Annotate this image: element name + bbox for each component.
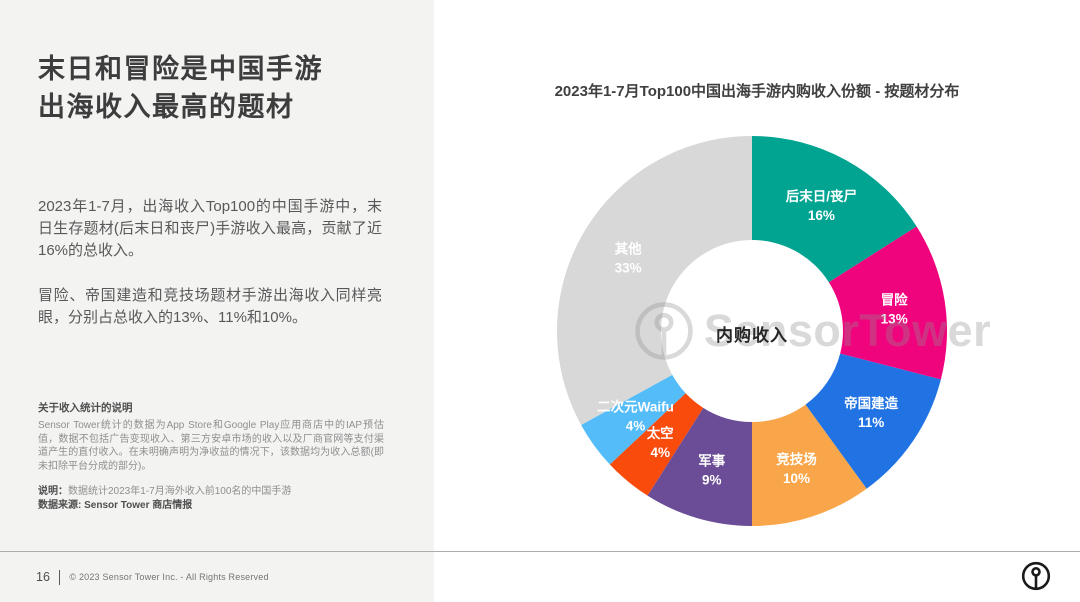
donut-slice-3 (752, 404, 867, 526)
slide-title: 末日和冒险是中国手游 出海收入最高的题材 (38, 50, 398, 126)
donut-slice-label-2: 帝国建造 11% (844, 395, 898, 430)
note-label: 说明： (38, 486, 68, 497)
donut-slice-label-4: 军事 9% (698, 452, 726, 487)
paragraph-1: 2023年1-7月，出海收入Top100的中国手游中，末日生存题材(后末日和丧尸… (38, 198, 382, 259)
slide-body: 2023年1-7月，出海收入Top100的中国手游中，末日生存题材(后末日和丧尸… (38, 196, 382, 329)
donut-slice-label-3: 竞技场 10% (776, 451, 817, 486)
sensor-tower-logo-icon (1021, 561, 1051, 591)
slide-title-line1: 末日和冒险是中国手游 (38, 54, 323, 84)
donut-slice-label-6: 二次元Waifu 4% (597, 399, 674, 434)
donut-slice-5 (609, 393, 704, 496)
slide-title-line2: 出海收入最高的题材 (38, 92, 295, 122)
note-text: 数据统计2023年1-7月海外收入前100名的中国手游 (68, 486, 292, 497)
donut-chart: 后末日/丧尸 16% 冒险 13% 帝国建造 11% 竞技场 10% 军事 9% 太空 4%二次元Wa… (557, 136, 947, 526)
donut-slice-label-0: 后末日/丧尸 16% (786, 188, 857, 223)
note-line: 说明：数据统计2023年1-7月海外收入前100名的中国手游 (38, 485, 384, 499)
methodology-notes: 关于收入统计的说明 Sensor Tower统计的数据为App Store和Go… (38, 400, 384, 513)
donut-slice-label-7: 其他 33% (615, 241, 643, 276)
notes-body: Sensor Tower统计的数据为App Store和Google Play应… (38, 420, 384, 472)
donut-center-label: 内购收入 (716, 326, 788, 345)
page-number: 16 (36, 570, 50, 584)
donut-slice-4 (647, 407, 752, 526)
donut-slice-7 (557, 136, 752, 425)
source-line: 数据来源: Sensor Tower 商店情报 (38, 500, 193, 511)
footer-divider (0, 551, 1080, 552)
chart-title: 2023年1-7月Top100中国出海手游内购收入份额 - 按题材分布 (554, 83, 960, 100)
left-panel (0, 0, 434, 602)
note-lines: 说明：数据统计2023年1-7月海外收入前100名的中国手游 数据来源: Sen… (38, 485, 384, 513)
donut-slice-label-1: 冒险 13% (881, 292, 909, 327)
donut-slice-6 (581, 374, 686, 465)
donut-slice-1 (828, 226, 947, 380)
donut-slice-2 (805, 353, 941, 489)
copyright-text: © 2023 Sensor Tower Inc. - All Rights Re… (69, 572, 269, 582)
donut-slice-0 (752, 136, 917, 283)
donut-slice-label-5: 太空 4% (647, 425, 674, 460)
paragraph-2: 冒险、帝国建造和竞技场题材手游出海收入同样亮眼，分别占总收入的13%、11%和1… (38, 287, 382, 326)
notes-heading: 关于收入统计的说明 (38, 402, 133, 414)
footer: 16 © 2023 Sensor Tower Inc. - All Rights… (36, 566, 269, 588)
footer-separator (58, 569, 61, 585)
